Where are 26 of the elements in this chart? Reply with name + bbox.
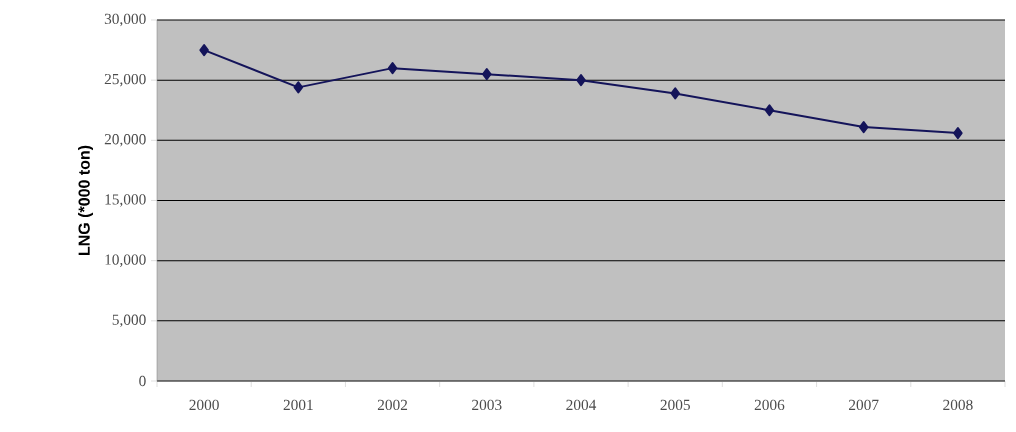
x-tick-label: 2005 xyxy=(660,399,690,411)
y-tick-label: 30,000 xyxy=(104,13,146,27)
y-tick-label: 25,000 xyxy=(104,73,146,87)
point xyxy=(953,127,963,140)
point xyxy=(670,87,680,100)
point xyxy=(482,68,492,81)
point xyxy=(387,62,398,75)
x-tick-label: 2008 xyxy=(943,399,973,411)
x-tick-label: 2001 xyxy=(283,399,313,411)
y-tick-label: 10,000 xyxy=(105,254,146,267)
x-tick-label: 2003 xyxy=(472,399,502,411)
x-tick-label: 2006 xyxy=(754,399,785,411)
point xyxy=(576,74,586,87)
x-tick-label: 2002 xyxy=(377,399,408,411)
y-tick-label: 0 xyxy=(139,375,146,387)
point xyxy=(764,104,775,117)
point xyxy=(199,44,209,57)
point xyxy=(293,81,304,94)
point xyxy=(858,121,869,134)
x-tick-label: 2007 xyxy=(849,399,879,411)
y-tick-label: 15,000 xyxy=(105,194,146,207)
y-tick-label: 5,000 xyxy=(112,314,146,328)
x-tick-label: 2000 xyxy=(189,399,219,411)
y-axis-title: LNG (*000 ton) xyxy=(78,145,93,255)
y-tick-label: 20,000 xyxy=(104,134,146,147)
x-tick-label: 2004 xyxy=(566,399,597,411)
